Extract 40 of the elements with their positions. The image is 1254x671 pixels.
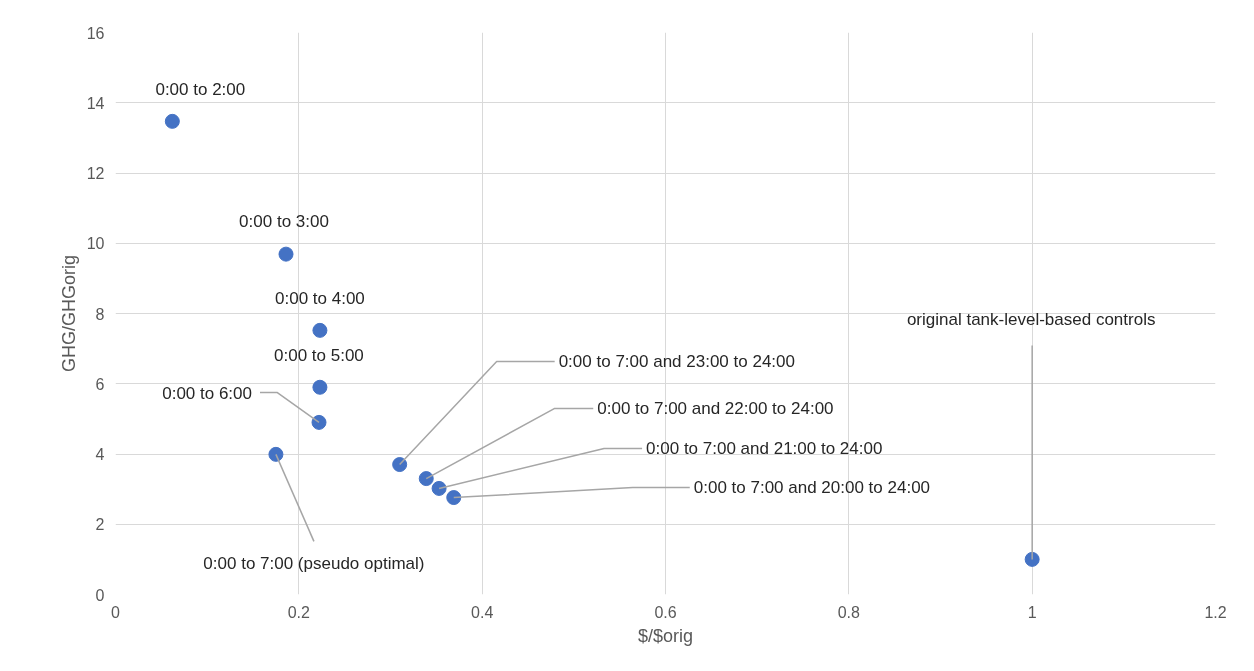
- point: [431, 480, 447, 496]
- y-tick-label: 16: [86, 24, 105, 42]
- point: [278, 246, 294, 262]
- point: [1024, 551, 1040, 567]
- x-tick-label: 1: [1027, 603, 1037, 621]
- annotation: 0:00 to 6:00: [162, 383, 253, 403]
- y-axis-title: GHG/GHGorig: [58, 254, 79, 373]
- y-tick-label: 14: [86, 94, 105, 112]
- annotation: 0:00 to 7:00 and 20:00 to 24:00: [693, 478, 931, 498]
- annotation: 0:00 to 5:00: [274, 345, 364, 365]
- y-tick-label: 12: [86, 165, 105, 182]
- annotation: 0:00 to 7:00 and 22:00 to 24:00: [597, 399, 834, 419]
- y-tick-label: 0: [95, 586, 105, 604]
- y-tick-label: 8: [95, 305, 105, 323]
- annotation: 0:00 to 7:00 and 23:00 to 24:00: [558, 352, 795, 372]
- point: [311, 414, 327, 430]
- point: [268, 446, 284, 462]
- annotation: original tank-level-based controls: [906, 309, 1156, 329]
- x-tick-label: 0.4: [471, 603, 494, 621]
- annotation: 0:00 to 7:00 (pseudo optimal): [203, 553, 425, 573]
- x-tick-label: 0.8: [837, 603, 861, 621]
- x-tick-label: 0.6: [654, 603, 677, 621]
- point: [446, 490, 462, 506]
- point: [392, 457, 408, 473]
- point: [312, 379, 328, 395]
- annotation: 0:00 to 2:00: [155, 79, 246, 99]
- annotation: 0:00 to 3:00: [239, 211, 329, 231]
- x-axis-title: $/$orig: [637, 625, 694, 646]
- annotation: 0:00 to 4:00: [275, 288, 365, 308]
- point: [164, 113, 180, 129]
- y-tick-label: 10: [86, 235, 105, 253]
- point: [312, 322, 328, 338]
- y-tick-label: 2: [95, 516, 105, 534]
- x-tick-label: 1.2: [1204, 603, 1227, 621]
- x-tick-label: 0.2: [287, 603, 311, 621]
- annotation: 0:00 to 7:00 and 21:00 to 24:00: [646, 438, 883, 458]
- y-tick-label: 4: [95, 446, 105, 463]
- x-tick-label: 0: [111, 603, 121, 621]
- point: [418, 471, 434, 487]
- y-tick-label: 6: [95, 375, 105, 393]
